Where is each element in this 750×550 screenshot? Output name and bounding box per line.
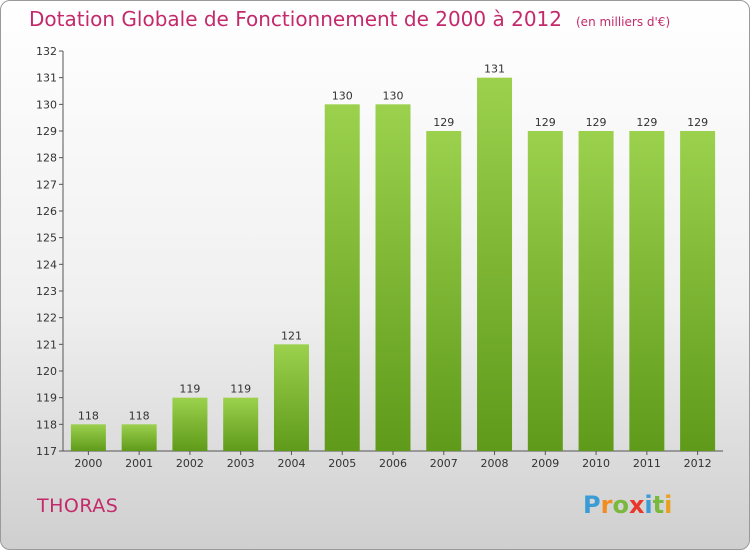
bar: [477, 77, 513, 452]
x-tick-label: 2002: [176, 457, 204, 470]
logo-letter: i: [664, 491, 673, 519]
data-label: 130: [332, 89, 353, 102]
y-tick-label: 122: [36, 312, 57, 325]
x-tick-label: 2007: [430, 457, 458, 470]
y-tick-label: 132: [36, 45, 57, 58]
data-label: 129: [687, 116, 708, 129]
y-tick-label: 130: [36, 98, 57, 111]
data-label: 121: [281, 329, 302, 342]
y-tick-label: 129: [36, 125, 57, 138]
bars: [70, 77, 716, 452]
x-tick-label: 2011: [633, 457, 661, 470]
x-tick-label: 2001: [125, 457, 153, 470]
x-tick-label: 2006: [379, 457, 407, 470]
logo-letter: t: [652, 491, 665, 519]
bar: [629, 131, 665, 451]
y-tick-label: 118: [36, 418, 57, 431]
logo-letter: P: [583, 491, 601, 519]
data-label: 129: [433, 116, 454, 129]
chart-unit: (en milliers d'€): [576, 15, 671, 29]
x-tick-label: 2003: [227, 457, 255, 470]
city-name: THORAS: [37, 495, 119, 517]
data-label: 130: [383, 89, 404, 102]
data-labels: 118 118 119 119 121 130 130 129 131 129 129 129 129: [78, 63, 708, 423]
logo-letter: o: [612, 491, 629, 519]
data-label: 118: [78, 409, 99, 422]
x-tick-label: 2005: [328, 457, 356, 470]
axes: 1171181191201211221231241251261271281291…: [36, 45, 723, 470]
y-tick-label: 125: [36, 232, 57, 245]
logo-letter: x: [628, 491, 645, 519]
y-tick-label: 124: [36, 258, 57, 271]
bar: [223, 397, 259, 451]
data-label: 118: [129, 409, 150, 422]
chart-title-text: Dotation Globale de Fonctionnement de 20…: [29, 7, 562, 31]
x-tick-label: 2012: [684, 457, 712, 470]
data-label: 119: [230, 383, 251, 396]
bar: [172, 397, 208, 451]
logo-letter: r: [600, 491, 613, 519]
y-tick-label: 126: [36, 205, 57, 218]
bar: [324, 104, 360, 451]
data-label: 129: [636, 116, 657, 129]
logo-letter: i: [644, 491, 653, 519]
y-tick-label: 119: [36, 392, 57, 405]
x-tick-label: 2008: [481, 457, 509, 470]
x-tick-label: 2004: [277, 457, 305, 470]
y-tick-label: 121: [36, 338, 57, 351]
bar: [70, 424, 106, 451]
bar: [680, 131, 716, 451]
x-tick-label: 2010: [582, 457, 610, 470]
bar: [578, 131, 614, 451]
y-tick-label: 128: [36, 152, 57, 165]
y-tick-label: 127: [36, 178, 57, 191]
x-tick-label: 2009: [531, 457, 559, 470]
x-tick-label: 2000: [74, 457, 102, 470]
y-tick-label: 117: [36, 445, 57, 458]
data-label: 119: [179, 383, 200, 396]
data-label: 131: [484, 63, 505, 76]
bar: [527, 131, 563, 451]
bar: [426, 131, 462, 451]
brand-logo: Proxiti: [583, 491, 672, 519]
bar: [121, 424, 157, 451]
chart-title: Dotation Globale de Fonctionnement de 20…: [29, 7, 670, 31]
bar: [375, 104, 411, 451]
y-tick-label: 120: [36, 365, 57, 378]
data-label: 129: [535, 116, 556, 129]
y-tick-label: 131: [36, 72, 57, 85]
y-tick-label: 123: [36, 285, 57, 298]
data-label: 129: [586, 116, 607, 129]
bar: [273, 344, 309, 451]
